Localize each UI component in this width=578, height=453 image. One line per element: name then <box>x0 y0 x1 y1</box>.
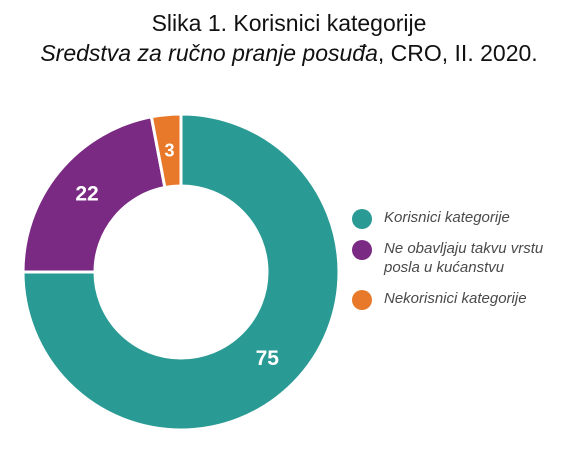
legend-item-korisnici: Korisnici kategorije <box>352 208 572 229</box>
slice-korisnici <box>21 112 341 432</box>
title-suffix: , CRO, II. 2020. <box>377 40 538 66</box>
legend-item-ne-obavljaju: Ne obavljaju takvu vrstu posla u kućanst… <box>352 239 572 277</box>
legend-item-nekorisnici: Nekorisnici kategorije <box>352 289 572 310</box>
legend-label-cont: posla u kućanstvu <box>384 259 505 276</box>
chart-legend: Korisnici kategorije Ne obavljaju takvu … <box>352 208 572 320</box>
legend-swatch <box>352 290 372 310</box>
title-line-2: Sredstva za ručno pranje posuđa, CRO, II… <box>0 38 578 68</box>
value-label-korisnici: 75 <box>256 347 280 370</box>
value-label-nekorisnici: 3 <box>165 141 175 161</box>
legend-label: Korisnici kategorije <box>384 209 510 226</box>
legend-swatch <box>352 240 372 260</box>
slice-nekorisnici <box>149 112 183 190</box>
value-label-ne-obavljaju: 22 <box>75 183 98 206</box>
slice-ne-obavljaju <box>21 115 167 274</box>
legend-label: Nekorisnici kategorije <box>384 290 527 307</box>
legend-swatch <box>352 209 372 229</box>
title-category: Sredstva za ručno pranje posuđa <box>40 40 378 66</box>
title-line-1: Slika 1. Korisnici kategorije <box>151 10 427 36</box>
chart-title: Slika 1. Korisnici kategorije Sredstva z… <box>0 8 578 68</box>
legend-label: Ne obavljaju takvu vrstu <box>384 240 544 257</box>
